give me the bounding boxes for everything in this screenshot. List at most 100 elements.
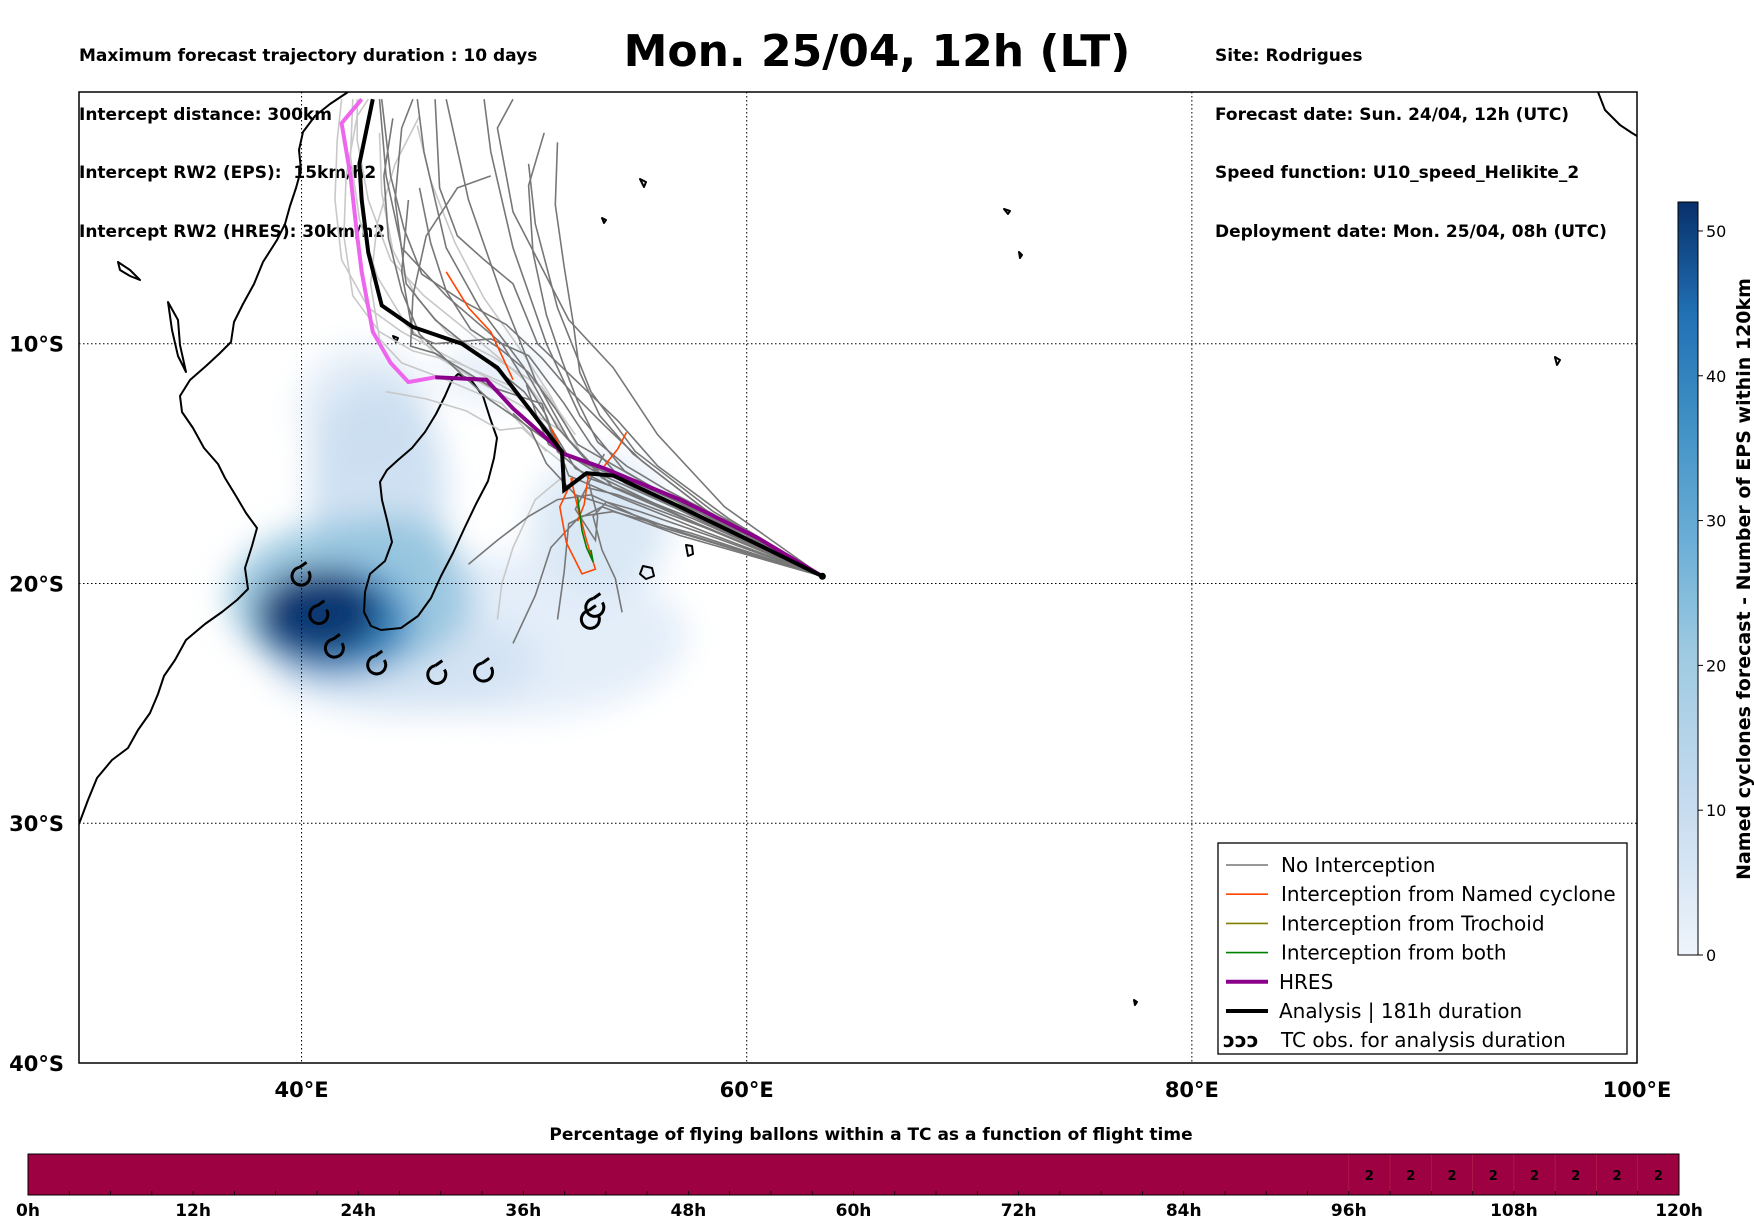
eps-track-no-interception bbox=[527, 132, 823, 577]
colorbar-label: Named cyclones forecast - Number of EPS … bbox=[1733, 278, 1754, 880]
bar-tick-label: 24h bbox=[340, 1201, 376, 1221]
page-title: Mon. 25/04, 12h (LT) bbox=[623, 26, 1131, 77]
header-left-line: Intercept distance: 300km bbox=[79, 104, 332, 125]
density-field bbox=[228, 341, 687, 718]
island-chagos bbox=[1554, 356, 1561, 366]
tc-obs-symbol bbox=[290, 561, 312, 587]
bar-cell-low bbox=[28, 1154, 1349, 1195]
colorbar-tick-label: 50 bbox=[1706, 222, 1726, 241]
tc-obs-arc bbox=[584, 596, 606, 618]
bar-cell-label: 2 bbox=[1530, 1169, 1539, 1184]
coastline-madagascar bbox=[363, 373, 498, 631]
tc-obs-tail bbox=[298, 561, 308, 569]
tc-obs-arc bbox=[426, 664, 448, 685]
eps-track-no-interception bbox=[467, 493, 823, 578]
bar-tick-label: 12h bbox=[175, 1201, 211, 1221]
tc-obs-arc bbox=[290, 565, 312, 587]
legend-label: No Interception bbox=[1281, 853, 1435, 877]
analysis-track-group bbox=[357, 98, 826, 580]
colorbar-tick-label: 20 bbox=[1706, 656, 1726, 675]
legend-frame bbox=[1217, 842, 1628, 1055]
tc-observations bbox=[290, 561, 606, 685]
tc-obs-tail bbox=[588, 604, 597, 612]
tc-obs-tail bbox=[316, 599, 326, 607]
colorbar-ticks: 0 10 20 30 40 50 bbox=[1698, 222, 1726, 965]
y-tick-label: 20°S bbox=[9, 572, 64, 596]
bar-cell-label: 2 bbox=[1406, 1169, 1415, 1184]
eps-track-no-interception bbox=[434, 99, 823, 577]
coastlines bbox=[79, 92, 1637, 1006]
map-area bbox=[79, 92, 1637, 1063]
colorbar-tick-label: 0 bbox=[1706, 946, 1716, 965]
bar-tick-label: 0h bbox=[16, 1201, 40, 1221]
legend-label: Analysis | 181h duration bbox=[1279, 999, 1522, 1023]
bar-cell-label: 2 bbox=[1365, 1169, 1374, 1184]
x-tick-label: 40°E bbox=[275, 1078, 329, 1102]
bar-cell bbox=[1472, 1153, 1515, 1196]
bar-cell-label: 2 bbox=[1447, 1169, 1456, 1184]
tc-obs-tail bbox=[592, 592, 602, 600]
tc-obs-symbol bbox=[366, 649, 388, 676]
eps-track-named-cyclone bbox=[445, 271, 514, 381]
legend-label: HRES bbox=[1279, 970, 1333, 994]
eps-track-light bbox=[496, 474, 565, 620]
eps-track-no-interception bbox=[400, 199, 823, 578]
x-tick-label: 100°E bbox=[1603, 1078, 1672, 1102]
island-amsterdam bbox=[1133, 999, 1138, 1006]
island-comoros bbox=[392, 335, 399, 343]
bar-chart-title: Percentage of flying ballons within a TC… bbox=[549, 1125, 1192, 1145]
bar-tick-label: 96h bbox=[1331, 1201, 1367, 1221]
bar-cell bbox=[1513, 1153, 1556, 1196]
island-zanzibar bbox=[117, 261, 141, 281]
bar-cell bbox=[1389, 1153, 1432, 1196]
legend-label: Interception from Trochoid bbox=[1281, 911, 1545, 935]
bar-cells: 2 2 2 2 2 2 2 2 bbox=[28, 1153, 1680, 1196]
bar-tick-label: 36h bbox=[505, 1201, 541, 1221]
header-right-line: Forecast date: Sun. 24/04, 12h (UTC) bbox=[1215, 104, 1570, 125]
legend-label: Interception from both bbox=[1281, 941, 1507, 965]
hres-track-group bbox=[339, 97, 824, 579]
legend-label: Interception from Named cyclone bbox=[1281, 882, 1616, 906]
legend-symbol: ↄↄↄ bbox=[1223, 1028, 1259, 1052]
bar-cell-label: 2 bbox=[1613, 1169, 1622, 1184]
eps-track-named-cyclone bbox=[603, 432, 628, 467]
bar-tick-label: 72h bbox=[1001, 1201, 1037, 1221]
map-frame bbox=[78, 91, 1638, 1064]
hres-track-late bbox=[339, 97, 436, 385]
coastline-africa bbox=[79, 92, 349, 825]
colorbar-gradient bbox=[1677, 201, 1699, 956]
eps-tracks-both bbox=[576, 497, 594, 563]
y-tick-label: 10°S bbox=[9, 333, 64, 357]
eps-tracks-no-interception bbox=[378, 98, 823, 644]
eps-track-no-interception bbox=[592, 501, 823, 613]
bar-tick-label: 60h bbox=[836, 1201, 872, 1221]
eps-track-no-interception bbox=[483, 99, 823, 578]
density-blob bbox=[257, 569, 382, 656]
colorbar-tick-label: 40 bbox=[1706, 367, 1726, 386]
tc-obs-arc bbox=[579, 608, 601, 630]
island-maldives bbox=[1003, 208, 1023, 259]
y-axis-ticks: 10°S 20°S 30°S 40°S bbox=[9, 333, 64, 1076]
tc-obs-tail bbox=[434, 659, 444, 667]
eps-track-no-interception bbox=[383, 118, 823, 578]
bar-tick-label: 108h bbox=[1490, 1201, 1538, 1221]
eps-track-light bbox=[385, 390, 567, 467]
tc-obs-arc bbox=[323, 637, 345, 659]
tc-obs-symbol bbox=[426, 659, 448, 685]
gridlines bbox=[79, 92, 1637, 1063]
tc-obs-symbol bbox=[579, 604, 601, 630]
hres-track bbox=[435, 375, 824, 579]
island-seychelles bbox=[601, 178, 647, 224]
tc-obs-tail bbox=[374, 649, 384, 658]
tc-obs-symbol bbox=[323, 633, 345, 659]
bar-cell-label: 2 bbox=[1489, 1169, 1498, 1184]
coastline-asia-corner bbox=[1597, 92, 1637, 137]
eps-track-no-interception bbox=[574, 453, 823, 578]
eps-track-no-interception bbox=[378, 99, 823, 578]
bar-cell-label: 2 bbox=[1654, 1169, 1663, 1184]
tc-obs-arc bbox=[366, 654, 388, 676]
colorbar: 0 10 20 30 40 50 Named cyclones forecast - Nu… bbox=[1677, 201, 1754, 965]
eps-track-both bbox=[576, 497, 594, 563]
tc-obs-arc bbox=[308, 604, 330, 626]
